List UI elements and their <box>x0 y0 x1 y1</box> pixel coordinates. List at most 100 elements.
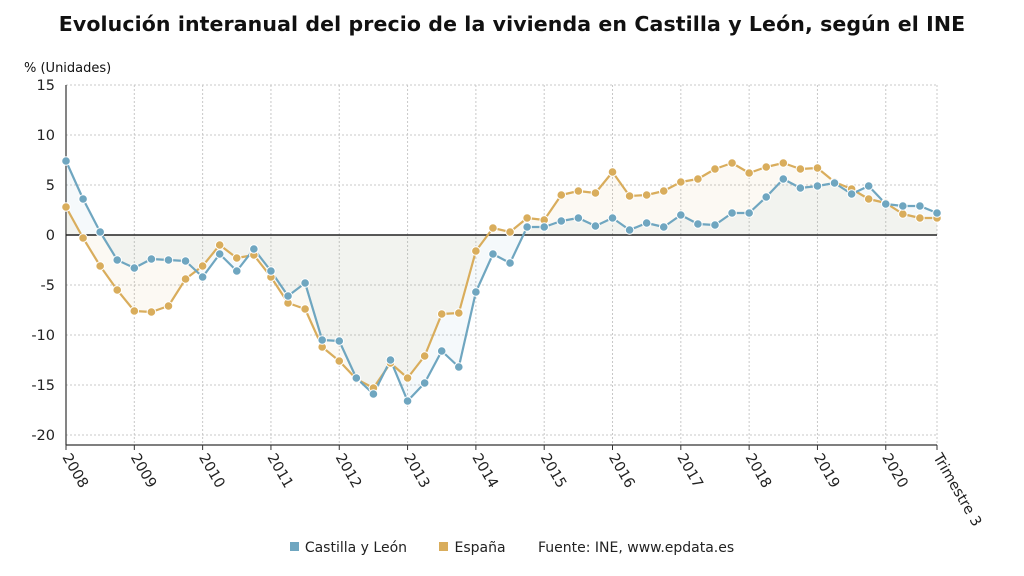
data-point-castilla <box>898 201 908 211</box>
legend-swatch-castilla <box>289 542 299 551</box>
data-point-espana <box>624 191 635 201</box>
data-point-espana <box>231 253 242 263</box>
data-point-castilla <box>351 373 362 383</box>
data-point-castilla <box>334 336 345 346</box>
data-point-castilla <box>300 278 310 288</box>
legend-label-castilla: Castilla y León <box>304 540 408 556</box>
data-point-castilla <box>573 213 584 223</box>
series-line-castilla <box>64 160 938 403</box>
data-point-espana <box>419 351 430 361</box>
y-axis-label: % (Unidades) <box>24 61 111 76</box>
data-point-castilla <box>317 335 327 345</box>
data-point-castilla <box>471 287 481 297</box>
y-tick-label: 0 <box>46 228 55 244</box>
data-point-castilla <box>129 263 140 273</box>
data-point-castilla <box>454 362 464 372</box>
data-point-castilla <box>180 256 191 266</box>
y-tick-label: -5 <box>41 278 55 294</box>
data-point-espana <box>556 190 567 200</box>
data-point-espana <box>488 223 498 233</box>
data-point-espana <box>727 158 737 168</box>
data-point-castilla <box>488 249 498 259</box>
data-point-castilla <box>146 254 157 264</box>
x-tick-label: 2019 <box>810 451 842 491</box>
y-tick-label: 10 <box>37 128 55 144</box>
x-tick-label: 2009 <box>127 451 159 491</box>
data-point-espana <box>744 168 754 178</box>
data-point-espana <box>197 261 208 271</box>
data-point-castilla <box>658 222 669 232</box>
x-tick-label: 2018 <box>742 451 774 491</box>
data-point-castilla <box>214 249 225 259</box>
x-tick-label: 2008 <box>59 451 91 491</box>
x-tick-label: Trimestre 3 <box>929 450 984 529</box>
data-point-castilla <box>880 199 891 209</box>
data-point-castilla <box>266 266 276 276</box>
data-point-castilla <box>78 194 88 204</box>
data-point-espana <box>95 261 105 271</box>
data-point-espana <box>590 188 601 198</box>
data-point-castilla <box>744 208 754 218</box>
x-tick-label: 2014 <box>468 451 500 491</box>
data-point-espana <box>607 167 618 177</box>
data-point-castilla <box>556 216 567 226</box>
data-point-espana <box>471 246 481 256</box>
data-point-espana <box>795 164 806 174</box>
x-tick-label: 2010 <box>195 451 227 491</box>
legend-label-espana: España <box>454 540 506 556</box>
data-point-castilla <box>624 225 635 235</box>
data-point-castilla <box>693 219 703 229</box>
data-point-castilla <box>368 389 379 399</box>
data-point-castilla <box>607 213 618 223</box>
data-point-castilla <box>641 218 652 228</box>
series-line-espana <box>65 161 937 390</box>
data-point-espana <box>129 306 140 316</box>
data-point-castilla <box>249 244 259 254</box>
data-point-castilla <box>61 156 71 166</box>
data-point-espana <box>61 202 71 212</box>
x-tick-label: 2020 <box>878 451 910 491</box>
data-point-espana <box>78 233 88 243</box>
x-tick-label: 2015 <box>537 451 569 491</box>
legend-swatch-espana <box>439 542 449 551</box>
data-point-espana <box>163 301 174 311</box>
data-point-espana <box>658 186 669 196</box>
data-point-castilla <box>829 178 840 188</box>
x-tick-label: 2011 <box>263 451 295 491</box>
data-point-castilla <box>710 220 720 230</box>
data-point-castilla <box>915 201 925 211</box>
data-point-castilla <box>163 255 174 265</box>
data-point-espana <box>710 164 720 174</box>
y-tick-label: -15 <box>31 378 55 394</box>
data-point-espana <box>812 163 823 173</box>
y-tick-label: 15 <box>37 78 55 94</box>
y-tick-label: -20 <box>31 428 55 444</box>
data-point-espana <box>300 304 310 314</box>
legend-item-espana[interactable]: España <box>439 540 506 556</box>
data-point-espana <box>863 194 874 204</box>
data-point-castilla <box>505 258 515 268</box>
area-espana <box>66 163 937 388</box>
data-point-castilla <box>778 174 789 184</box>
data-point-castilla <box>95 227 105 237</box>
data-point-castilla <box>761 192 772 202</box>
data-point-espana <box>146 307 157 317</box>
data-point-espana <box>180 274 191 284</box>
data-point-espana <box>778 158 789 168</box>
source-note: Fuente: INE, www.epdata.es <box>537 540 735 556</box>
data-point-castilla <box>436 346 447 356</box>
data-point-castilla <box>846 189 857 199</box>
data-point-espana <box>402 373 413 383</box>
data-point-espana <box>915 213 925 223</box>
area-castilla <box>66 161 937 401</box>
data-point-castilla <box>419 378 430 388</box>
data-point-castilla <box>112 255 123 265</box>
legend-item-castilla[interactable]: Castilla y León <box>289 540 408 556</box>
data-point-castilla <box>385 355 396 365</box>
data-point-espana <box>641 190 652 200</box>
data-point-castilla <box>863 181 874 191</box>
data-point-castilla <box>795 183 806 193</box>
y-tick-label: 5 <box>46 178 55 194</box>
data-point-espana <box>898 209 908 219</box>
